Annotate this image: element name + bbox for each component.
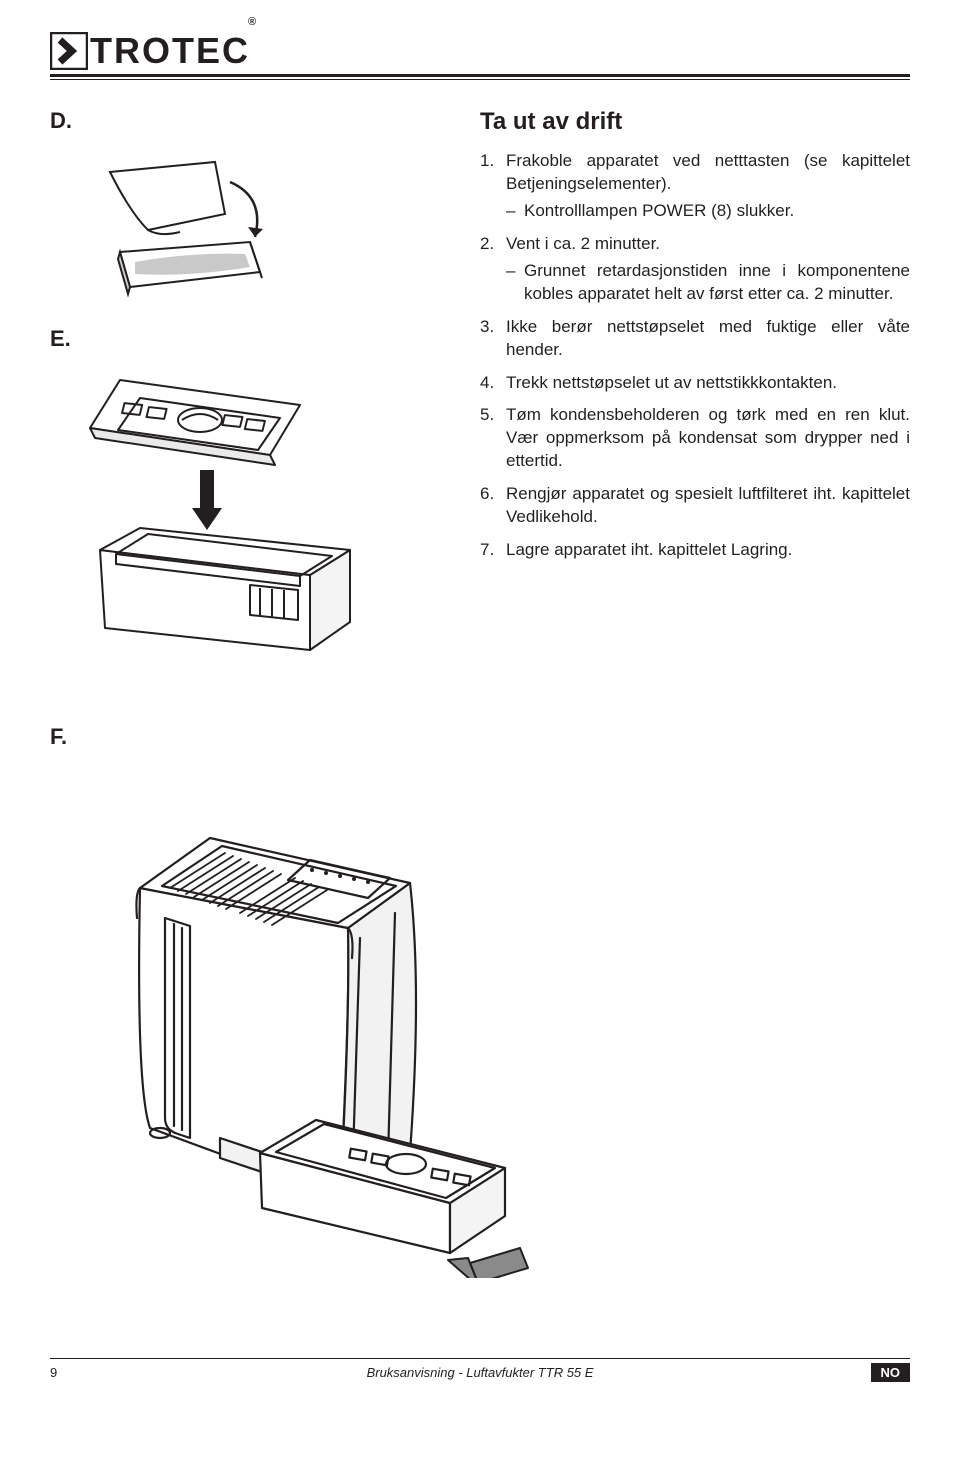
step-item: Frakoble apparatet ved netttasten (se ka… <box>480 150 910 223</box>
figure-f-label: F. <box>50 724 910 750</box>
step-text: Frakoble apparatet ved netttasten (se ka… <box>506 151 910 193</box>
step-item: Ikke berør nettstøpselet med fuktige ell… <box>480 316 910 362</box>
step-item: Vent i ca. 2 minutter. Grunnet retardasj… <box>480 233 910 306</box>
header: TROTEC® <box>50 30 910 80</box>
step-item: Tøm kondensbeholderen og tørk med en ren… <box>480 404 910 473</box>
footer: 9 Bruksanvisning - Luftavfukter TTR 55 E… <box>50 1358 910 1382</box>
footer-rule <box>50 1358 910 1359</box>
figure-e-illustration <box>50 360 390 680</box>
figure-e: E. <box>50 326 450 680</box>
header-rule-thin <box>50 79 910 80</box>
step-item: Lagre apparatet iht. kapittelet Lagring. <box>480 539 910 562</box>
footer-page-number: 9 <box>50 1365 110 1380</box>
footer-title: Bruksanvisning - Luftavfukter TTR 55 E <box>110 1365 850 1380</box>
step-text: Tøm kondensbeholderen og tørk med en ren… <box>506 405 910 470</box>
header-rule-thick <box>50 74 910 77</box>
brand-text: TROTEC® <box>90 30 260 72</box>
step-note: Kontrolllampen POWER (8) slukker. <box>506 200 910 223</box>
step-item: Trekk nettstøpselet ut av nettstikkkonta… <box>480 372 910 395</box>
figure-f: F. <box>50 724 910 1283</box>
right-column: Ta ut av drift Frakoble apparatet ved ne… <box>480 108 910 704</box>
section-title: Ta ut av drift <box>480 108 910 136</box>
footer-row: 9 Bruksanvisning - Luftavfukter TTR 55 E… <box>50 1363 910 1382</box>
page: TROTEC® D. <box>0 0 960 1400</box>
figure-d: D. <box>50 108 450 302</box>
figure-e-label: E. <box>50 326 450 352</box>
registered-mark: ® <box>248 16 258 28</box>
left-column: D. <box>50 108 450 704</box>
footer-lang: NO <box>850 1363 910 1382</box>
content-area: D. <box>50 108 910 704</box>
step-text: Rengjør apparatet og spesielt luftfilter… <box>506 484 910 526</box>
step-item: Rengjør apparatet og spesielt luftfilter… <box>480 483 910 529</box>
figure-d-label: D. <box>50 108 450 134</box>
footer-lang-badge: NO <box>871 1363 911 1382</box>
brand-logo: TROTEC® <box>50 30 910 72</box>
steps-list: Frakoble apparatet ved netttasten (se ka… <box>480 150 910 562</box>
step-text: Ikke berør nettstøpselet med fuktige ell… <box>506 317 910 359</box>
trotec-chevron-icon <box>50 32 88 70</box>
step-text: Trekk nettstøpselet ut av nettstikkkonta… <box>506 373 837 392</box>
step-text: Vent i ca. 2 minutter. <box>506 234 660 253</box>
figure-d-illustration <box>50 142 310 302</box>
figure-f-illustration <box>50 758 570 1278</box>
step-text: Lagre apparatet iht. kapittelet Lagring. <box>506 540 792 559</box>
step-note: Grunnet retardasjonstiden inne i kompone… <box>506 260 910 306</box>
